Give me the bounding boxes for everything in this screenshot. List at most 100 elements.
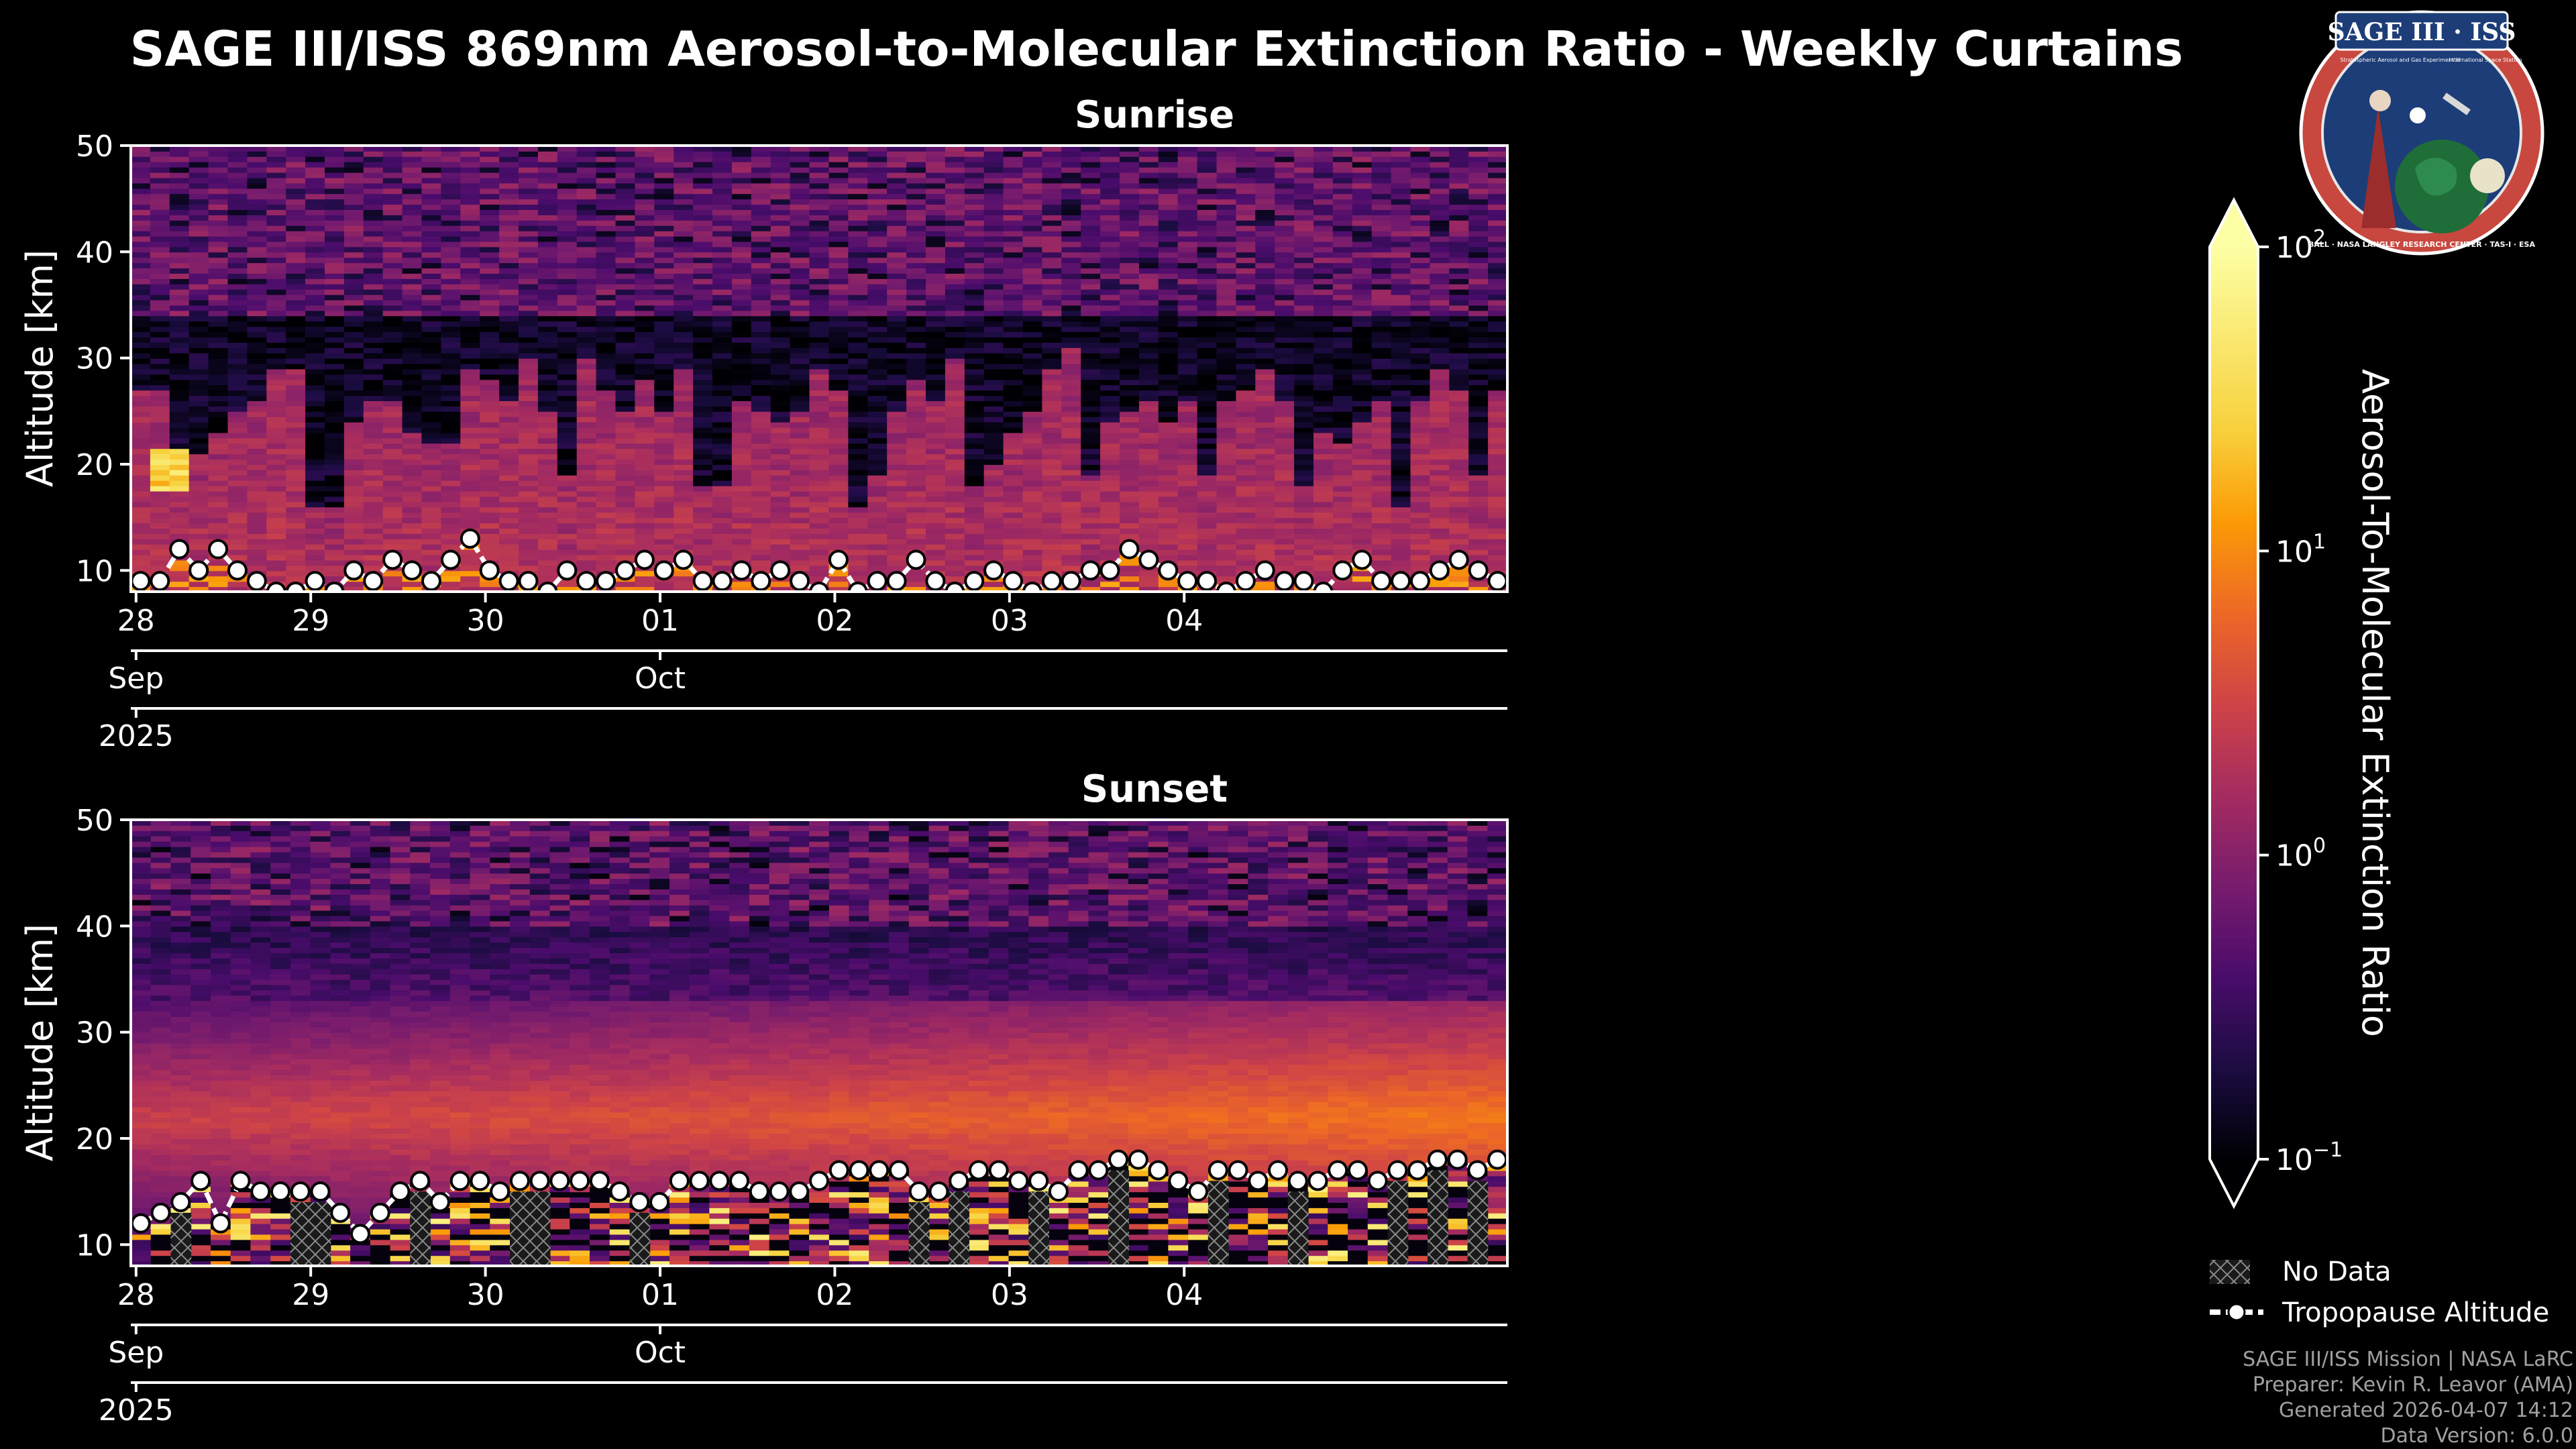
sunrise-heatmap-cell <box>460 501 481 508</box>
sunrise-heatmap-cell <box>286 405 307 412</box>
sunrise-heatmap-cell <box>654 538 675 545</box>
sunrise-heatmap-cell <box>964 427 985 433</box>
sunrise-heatmap-cell <box>770 464 791 470</box>
sunrise-heatmap-cell <box>867 315 888 322</box>
sunrise-heatmap-cell <box>1003 543 1024 550</box>
sunrise-heatmap-cell <box>421 337 442 343</box>
sunrise-heatmap-cell <box>635 517 655 524</box>
sunrise-heatmap-cell <box>402 172 423 178</box>
sunrise-heatmap-cell <box>1177 294 1198 301</box>
sunrise-heatmap-cell <box>770 501 791 508</box>
sunrise-heatmap-cell <box>150 559 170 566</box>
sunrise-heatmap-cell <box>693 517 713 524</box>
sunrise-heatmap-cell <box>1236 225 1256 231</box>
sunrise-heatmap-cell <box>1177 219 1198 226</box>
sunrise-heatmap-cell <box>1022 172 1043 178</box>
sunrise-heatmap-cell <box>1138 161 1159 168</box>
sunrise-heatmap-cell <box>751 172 771 178</box>
sunrise-heatmap-cell <box>1061 464 1082 470</box>
sunrise-heatmap-cell <box>480 268 500 274</box>
sunrise-heatmap-cell <box>460 188 481 195</box>
sunrise-heatmap-cell <box>1100 257 1120 264</box>
sunrise-heatmap-cell <box>305 533 325 539</box>
sunrise-heatmap-cell <box>227 549 248 555</box>
sunrise-heatmap-cell <box>1120 586 1140 592</box>
sunrise-heatmap-cell <box>1042 235 1063 242</box>
sunrise-heatmap-cell <box>654 326 675 333</box>
sunrise-heatmap-cell <box>983 395 1004 401</box>
sunrise-heatmap-cell <box>964 533 985 539</box>
sunrise-heatmap-cell <box>712 443 733 449</box>
sunrise-heatmap-cell <box>325 262 345 269</box>
sunrise-heatmap-cell <box>1138 182 1159 189</box>
sunrise-heatmap-cell <box>867 374 888 380</box>
sunrise-heatmap-cell <box>887 209 908 215</box>
sunrise-heatmap-cell <box>227 581 248 588</box>
sunrise-heatmap-cell <box>208 204 229 210</box>
sunrise-heatmap-cell <box>208 352 229 359</box>
sunrise-heatmap-cell <box>1120 214 1140 221</box>
sunrise-heatmap-cell <box>382 421 403 428</box>
sunrise-heatmap-cell <box>1158 225 1179 231</box>
sunrise-heatmap-cell <box>828 474 849 481</box>
sunrise-heatmap-cell <box>848 576 869 582</box>
sunrise-heatmap-cell <box>227 464 248 470</box>
sunrise-heatmap-cell <box>635 235 655 242</box>
sunrise-heatmap-cell <box>1158 219 1179 226</box>
sunrise-heatmap-cell <box>441 268 462 274</box>
sunrise-heatmap-cell <box>790 474 810 481</box>
sunrise-heatmap-cell <box>596 421 616 428</box>
sunrise-heatmap-cell <box>635 273 655 279</box>
sunrise-heatmap-cell <box>557 161 578 168</box>
sunrise-heatmap-cell <box>480 490 500 497</box>
sunrise-heatmap-cell <box>441 448 462 455</box>
sunrise-heatmap-cell <box>343 405 364 412</box>
sunrise-heatmap-cell <box>131 246 151 253</box>
sunrise-heatmap-cell <box>809 437 830 444</box>
sunrise-heatmap-cell <box>1236 565 1256 572</box>
sunrise-heatmap-cell <box>809 352 830 359</box>
sunrise-heatmap-cell <box>983 464 1004 470</box>
sunrise-heatmap-cell <box>247 432 268 439</box>
sunrise-heatmap-cell <box>169 172 190 178</box>
sunrise-heatmap-cell <box>887 390 908 396</box>
sunrise-heatmap-cell <box>499 337 519 343</box>
sunrise-heatmap-cell <box>926 331 946 337</box>
sunrise-heatmap-cell <box>983 512 1004 519</box>
sunrise-heatmap-cell <box>537 565 558 572</box>
sunrise-heatmap-cell <box>964 209 985 215</box>
sunrise-heatmap-cell <box>576 453 597 460</box>
sunrise-heatmap-cell <box>654 347 675 354</box>
sunrise-heatmap-cell <box>266 326 287 333</box>
sunrise-heatmap-cell <box>1177 161 1198 168</box>
sunrise-heatmap-cell <box>615 421 636 428</box>
sunrise-heatmap-cell <box>247 257 268 264</box>
sunrise-heatmap-cell <box>828 443 849 449</box>
sunrise-heatmap-cell <box>809 512 830 519</box>
sunrise-heatmap-cell <box>247 283 268 290</box>
sunrise-heatmap-cell <box>887 400 908 407</box>
sunrise-heatmap-cell <box>1236 161 1256 168</box>
sunrise-heatmap-cell <box>557 337 578 343</box>
sunrise-heatmap-cell <box>189 352 209 359</box>
sunrise-heatmap-cell <box>926 337 946 343</box>
sunrise-heatmap-cell <box>189 554 209 561</box>
sunrise-heatmap-cell <box>421 262 442 269</box>
sunrise-heatmap-cell <box>1003 374 1024 380</box>
sunrise-heatmap-cell <box>654 437 675 444</box>
sunrise-heatmap-cell <box>557 199 578 205</box>
sunrise-heatmap-cell <box>635 533 655 539</box>
sunrise-heatmap-cell <box>1081 288 1102 295</box>
sunrise-heatmap-cell <box>828 352 849 359</box>
sunrise-heatmap-cell <box>1177 225 1198 231</box>
sunrise-heatmap-cell <box>305 199 325 205</box>
sunrise-heatmap-cell <box>945 464 965 470</box>
sunrise-heatmap-cell <box>363 443 384 449</box>
sunrise-heatmap-cell <box>227 443 248 449</box>
sunrise-heatmap-cell <box>266 188 287 195</box>
sunrise-heatmap <box>131 146 1507 592</box>
sunrise-heatmap-cell <box>266 363 287 370</box>
sunrise-heatmap-cell <box>189 214 209 221</box>
sunrise-heatmap-cell <box>615 219 636 226</box>
sunrise-heatmap-cell <box>674 411 694 417</box>
